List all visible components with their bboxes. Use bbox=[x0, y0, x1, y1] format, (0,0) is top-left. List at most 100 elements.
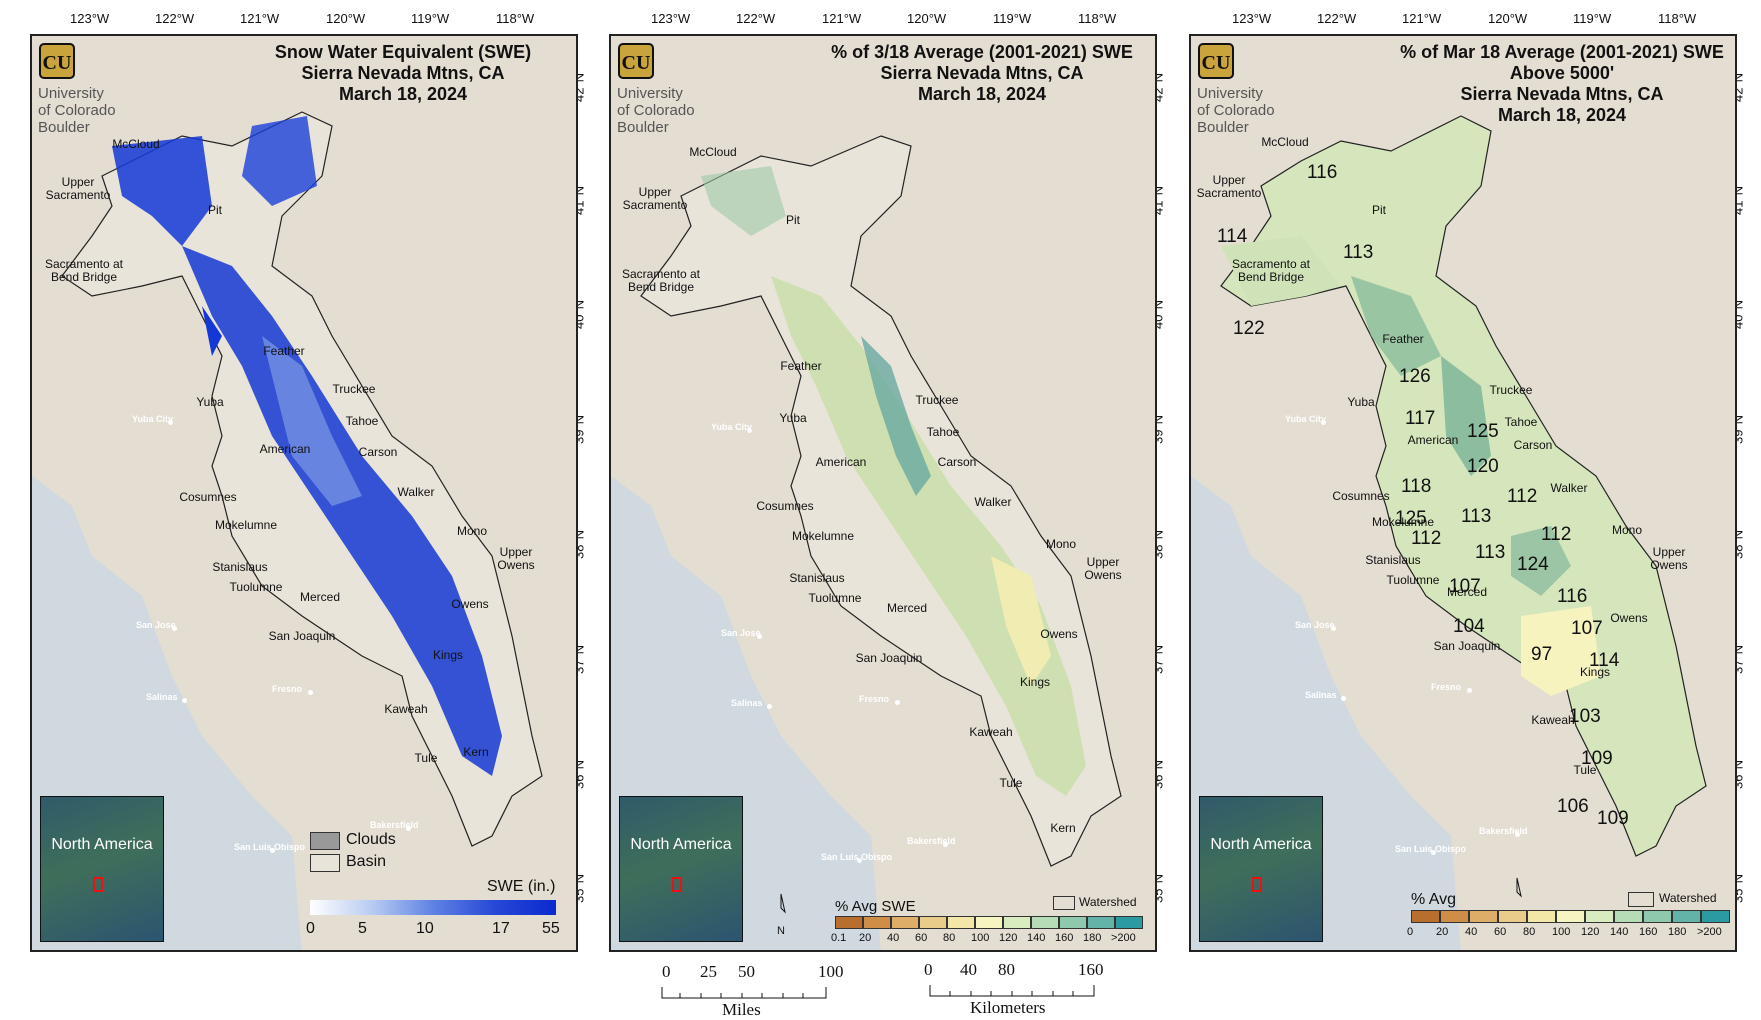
cu-buffalo-logo-icon: CU bbox=[39, 43, 75, 79]
logo-text-1: University bbox=[617, 85, 683, 102]
swe-ramp-tick: 10 bbox=[416, 920, 434, 937]
city-dot bbox=[1431, 850, 1436, 855]
ramp-tick-label: 60 bbox=[1494, 926, 1507, 938]
ramp-swatch bbox=[919, 916, 947, 929]
basin-label: McCloud bbox=[112, 137, 160, 151]
miles-unit-label: Miles bbox=[722, 1000, 761, 1019]
km-tick: 160 bbox=[1078, 960, 1104, 979]
basin-label: Walker bbox=[1550, 481, 1588, 495]
basin-label: San Joaquin bbox=[268, 629, 336, 643]
city-label: Bakersfield bbox=[907, 836, 956, 846]
pct-legend-title: % Avg SWE bbox=[835, 898, 916, 915]
north-arrow-icon bbox=[780, 893, 786, 914]
basin-label: Stanislaus bbox=[1365, 553, 1421, 567]
pct-avg-above-5000-panel: CU University of Colorado Boulder % of M… bbox=[1189, 34, 1737, 952]
percent-value: 109 bbox=[1597, 808, 1629, 829]
basin-label: Sacramento at Bend Bridge bbox=[621, 267, 701, 294]
longitude-tick: 118°W bbox=[1078, 11, 1117, 26]
city-label: San Jose bbox=[136, 620, 176, 630]
basin-label: Truckee bbox=[915, 393, 959, 407]
city-dot bbox=[757, 634, 762, 639]
inset-label: North America bbox=[51, 836, 153, 853]
ramp-tick-label: 40 bbox=[1465, 926, 1478, 938]
longitude-tick: 123°W bbox=[70, 11, 110, 26]
longitude-tick: 119°W bbox=[993, 11, 1032, 26]
city-dot bbox=[1321, 420, 1326, 425]
basin-label: Walker bbox=[397, 485, 435, 499]
basin-label: Stanislaus bbox=[789, 571, 845, 585]
longitude-tick: 121°W bbox=[822, 11, 862, 26]
basin-label: Mokelumne bbox=[791, 529, 855, 543]
ramp-tick-label: 100 bbox=[1552, 926, 1571, 938]
city-label: Bakersfield bbox=[1479, 826, 1528, 836]
basin-label: Yuba bbox=[779, 411, 807, 425]
ramp-tick-label: 100 bbox=[971, 932, 990, 944]
ramp-tick-label: 80 bbox=[943, 932, 956, 944]
basin-label: Cosumnes bbox=[756, 499, 814, 513]
basin-label: Carson bbox=[937, 455, 977, 469]
study-area-marker bbox=[93, 877, 103, 892]
cu-logo: CU University of Colorado Boulder bbox=[617, 42, 727, 138]
longitude-tick: 121°W bbox=[1402, 11, 1442, 26]
ramp-tick-label: 120 bbox=[1581, 926, 1600, 938]
ramp-tick-label: 20 bbox=[859, 932, 872, 944]
ramp-swatch bbox=[1643, 910, 1672, 923]
basin-label: Kern bbox=[463, 745, 489, 759]
ramp-swatch bbox=[1527, 910, 1556, 923]
percent-value: 122 bbox=[1233, 318, 1265, 339]
city-dot bbox=[767, 704, 772, 709]
city-dot bbox=[1515, 832, 1520, 837]
basin-label: Mono bbox=[1611, 523, 1643, 537]
longitude-tick: 122°W bbox=[1317, 11, 1357, 26]
logo-text-1: University bbox=[38, 85, 104, 102]
miles-scale-graphic bbox=[661, 987, 827, 999]
percent-value: 107 bbox=[1449, 576, 1481, 597]
logo-text-3: Boulder bbox=[38, 119, 90, 136]
ramp-tick-label: 40 bbox=[887, 932, 900, 944]
swe-ramp-tick: 0 bbox=[306, 920, 315, 937]
ramp-tick-label: 160 bbox=[1639, 926, 1658, 938]
swe-ramp-tick: 17 bbox=[492, 920, 510, 937]
city-label: Yuba City bbox=[132, 414, 174, 424]
city-label: Fresno bbox=[859, 694, 890, 704]
ramp-swatch bbox=[863, 916, 891, 929]
longitude-tick: 118°W bbox=[1658, 11, 1697, 26]
ramp-tick-label: >200 bbox=[1697, 926, 1722, 938]
city-label: Fresno bbox=[1431, 682, 1462, 692]
north-arrow: N bbox=[771, 892, 791, 937]
percent-value: 116 bbox=[1307, 162, 1338, 183]
basin-label: Tule bbox=[1573, 763, 1597, 777]
longitude-tick: 119°W bbox=[411, 11, 450, 26]
percent-value: 97 bbox=[1531, 644, 1553, 665]
basin-label: Upper Sacramento bbox=[45, 175, 111, 202]
percent-value: 112 bbox=[1507, 486, 1538, 507]
basin-label: Pit bbox=[207, 203, 222, 217]
inset-label: North America bbox=[630, 836, 732, 853]
pct-legend-title: % Avg bbox=[1411, 891, 1457, 908]
city-dot bbox=[857, 858, 862, 863]
ramp-swatch bbox=[1701, 910, 1730, 923]
logo-text-3: Boulder bbox=[617, 119, 669, 136]
basin-label: Truckee bbox=[1489, 383, 1533, 397]
ramp-tick-label: 0.1 bbox=[831, 932, 847, 944]
city-label: San Luis Obispo bbox=[1395, 844, 1467, 854]
city-label: Fresno bbox=[272, 684, 303, 694]
basin-label: Tuolumne bbox=[1386, 573, 1440, 587]
ramp-swatch bbox=[1556, 910, 1585, 923]
percent-value: 113 bbox=[1343, 242, 1374, 263]
basin-label: Tuolumne bbox=[808, 591, 862, 605]
ramp-tick-label: 140 bbox=[1027, 932, 1046, 944]
city-dot bbox=[172, 626, 177, 631]
ramp-tick-label: 0 bbox=[1407, 926, 1414, 938]
city-label: Salinas bbox=[1305, 690, 1337, 700]
ramp-swatch bbox=[975, 916, 1003, 929]
ramp-tick-label: 180 bbox=[1668, 926, 1687, 938]
city-label: Salinas bbox=[146, 692, 178, 702]
swe-legend-title: SWE (in.) bbox=[487, 878, 556, 895]
city-label: Yuba City bbox=[711, 422, 753, 432]
longitude-tick: 123°W bbox=[651, 11, 691, 26]
basin-label: Owens bbox=[1610, 611, 1648, 625]
basin-label: Tahoe bbox=[926, 425, 960, 439]
percent-value: 118 bbox=[1401, 476, 1432, 497]
cu-buffalo-logo-icon: CU bbox=[618, 43, 654, 79]
